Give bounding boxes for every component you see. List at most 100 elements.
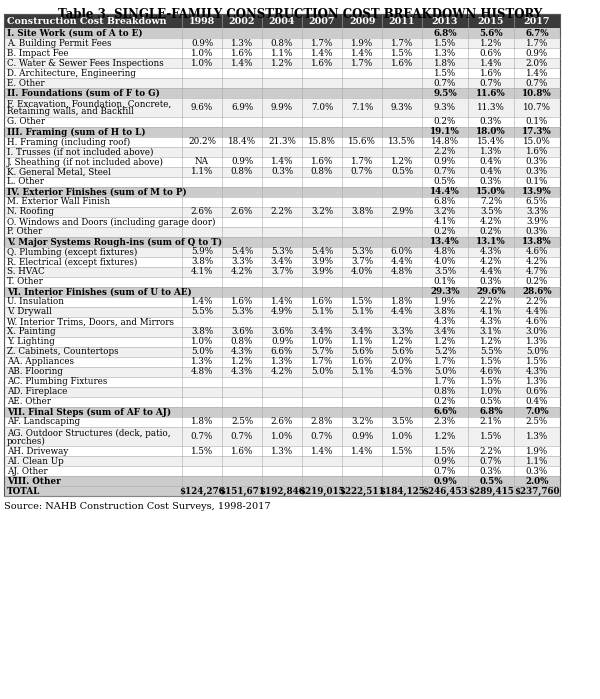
Text: N. Roofing: N. Roofing <box>7 208 54 217</box>
Text: 0.1%: 0.1% <box>526 117 548 127</box>
Text: $219,015: $219,015 <box>299 487 345 496</box>
Text: K. General Metal, Steel: K. General Metal, Steel <box>7 168 111 177</box>
Bar <box>4 427 560 446</box>
Text: Table 3. SINGLE-FAMILY CONSTRUCTION COST BREAKDOWN HISTORY: Table 3. SINGLE-FAMILY CONSTRUCTION COST… <box>58 8 542 21</box>
Text: 0.5%: 0.5% <box>434 178 456 187</box>
Text: 5.1%: 5.1% <box>311 308 333 317</box>
Bar <box>4 466 560 476</box>
Text: 3.3%: 3.3% <box>526 208 548 217</box>
Text: 1.3%: 1.3% <box>526 432 548 441</box>
Text: 1.6%: 1.6% <box>311 298 333 306</box>
Text: 4.3%: 4.3% <box>480 317 502 326</box>
Text: 5.1%: 5.1% <box>351 308 373 317</box>
Text: 2013: 2013 <box>432 17 458 25</box>
Text: AF. Landscaping: AF. Landscaping <box>7 417 80 426</box>
Text: 0.2%: 0.2% <box>434 398 456 407</box>
Text: VIII. Other: VIII. Other <box>7 477 61 486</box>
Text: 1.5%: 1.5% <box>391 447 413 456</box>
Text: 0.5%: 0.5% <box>391 168 413 177</box>
Text: 7.2%: 7.2% <box>480 198 502 206</box>
Text: 6.5%: 6.5% <box>526 198 548 206</box>
Text: 0.3%: 0.3% <box>480 178 502 187</box>
Text: 1.3%: 1.3% <box>480 147 502 157</box>
Text: 1.3%: 1.3% <box>434 48 456 57</box>
Text: AJ. Other: AJ. Other <box>7 466 47 475</box>
Text: 1.3%: 1.3% <box>191 357 213 366</box>
Text: 1.5%: 1.5% <box>191 447 213 456</box>
Text: 0.2%: 0.2% <box>526 278 548 287</box>
Text: 4.3%: 4.3% <box>480 247 502 257</box>
Text: 1.7%: 1.7% <box>351 59 373 68</box>
Text: 15.8%: 15.8% <box>308 138 336 147</box>
Text: 0.7%: 0.7% <box>526 78 548 87</box>
Text: 0.5%: 0.5% <box>480 398 502 407</box>
Text: 4.0%: 4.0% <box>351 268 373 277</box>
Text: $192,846: $192,846 <box>259 487 305 496</box>
Text: 3.7%: 3.7% <box>271 268 293 277</box>
Text: 1.7%: 1.7% <box>351 157 373 166</box>
Text: 4.3%: 4.3% <box>231 347 253 356</box>
Text: 1.5%: 1.5% <box>434 38 456 48</box>
Text: 4.7%: 4.7% <box>526 268 548 277</box>
Text: 2002: 2002 <box>229 17 255 25</box>
Text: 4.4%: 4.4% <box>479 268 502 277</box>
Text: 5.0%: 5.0% <box>434 368 456 377</box>
Bar <box>4 217 560 227</box>
Text: 1.3%: 1.3% <box>271 447 293 456</box>
Text: 0.3%: 0.3% <box>480 278 502 287</box>
Text: 1.4%: 1.4% <box>311 48 333 57</box>
Text: VII. Final Steps (sum of AF to AJ): VII. Final Steps (sum of AF to AJ) <box>7 408 171 417</box>
Text: 2004: 2004 <box>269 17 295 25</box>
Bar <box>4 117 560 127</box>
Text: I. Site Work (sum of A to E): I. Site Work (sum of A to E) <box>7 29 143 38</box>
Text: 0.7%: 0.7% <box>351 168 373 177</box>
Text: 0.3%: 0.3% <box>271 168 293 177</box>
Text: AD. Fireplace: AD. Fireplace <box>7 387 67 396</box>
Text: 1.1%: 1.1% <box>191 168 213 177</box>
Text: 3.9%: 3.9% <box>526 217 548 226</box>
Text: 19.1%: 19.1% <box>430 127 460 136</box>
Text: 1.3%: 1.3% <box>271 357 293 366</box>
Text: 3.6%: 3.6% <box>271 328 293 336</box>
Text: 9.6%: 9.6% <box>191 103 213 112</box>
Text: 1.5%: 1.5% <box>391 48 413 57</box>
Text: W. Interior Trims, Doors, and Mirrors: W. Interior Trims, Doors, and Mirrors <box>7 317 174 326</box>
Text: 7.1%: 7.1% <box>351 103 373 112</box>
Text: 1.9%: 1.9% <box>351 38 373 48</box>
Text: 1.6%: 1.6% <box>231 447 253 456</box>
Text: AE. Other: AE. Other <box>7 398 51 407</box>
Text: 0.3%: 0.3% <box>526 168 548 177</box>
Text: Z. Cabinets, Countertops: Z. Cabinets, Countertops <box>7 347 119 356</box>
Text: 29.6%: 29.6% <box>476 287 506 296</box>
Text: 2.0%: 2.0% <box>526 59 548 68</box>
Text: O. Windows and Doors (including garage door): O. Windows and Doors (including garage d… <box>7 217 215 226</box>
Text: 2017: 2017 <box>524 17 550 25</box>
Text: 13.1%: 13.1% <box>476 238 506 247</box>
Text: 21.3%: 21.3% <box>268 138 296 147</box>
Text: 1.4%: 1.4% <box>351 447 373 456</box>
Text: Source: NAHB Construction Cost Surveys, 1998-2017: Source: NAHB Construction Cost Surveys, … <box>4 502 271 511</box>
Text: 1.5%: 1.5% <box>434 447 456 456</box>
Bar <box>4 14 560 496</box>
Text: 9.5%: 9.5% <box>433 89 457 97</box>
Text: 1.2%: 1.2% <box>271 59 293 68</box>
Text: A. Building Permit Fees: A. Building Permit Fees <box>7 38 112 48</box>
Text: 3.1%: 3.1% <box>480 328 502 336</box>
Text: 0.7%: 0.7% <box>434 168 456 177</box>
Text: 5.4%: 5.4% <box>231 247 253 257</box>
Bar <box>4 257 560 267</box>
Text: 1.4%: 1.4% <box>191 298 213 306</box>
Text: 0.1%: 0.1% <box>526 178 548 187</box>
Text: Y. Lighting: Y. Lighting <box>7 338 55 347</box>
Text: V. Major Systems Rough-ins (sum of Q to T): V. Major Systems Rough-ins (sum of Q to … <box>7 238 222 247</box>
Text: 3.9%: 3.9% <box>311 257 333 266</box>
Text: 3.4%: 3.4% <box>351 328 373 336</box>
Bar <box>4 357 560 367</box>
Text: 2.2%: 2.2% <box>271 208 293 217</box>
Text: 6.8%: 6.8% <box>434 198 456 206</box>
Text: 0.8%: 0.8% <box>231 168 253 177</box>
Text: 5.2%: 5.2% <box>434 347 456 356</box>
Text: 3.2%: 3.2% <box>434 208 456 217</box>
Text: 1.5%: 1.5% <box>434 69 456 78</box>
Bar <box>4 297 560 307</box>
